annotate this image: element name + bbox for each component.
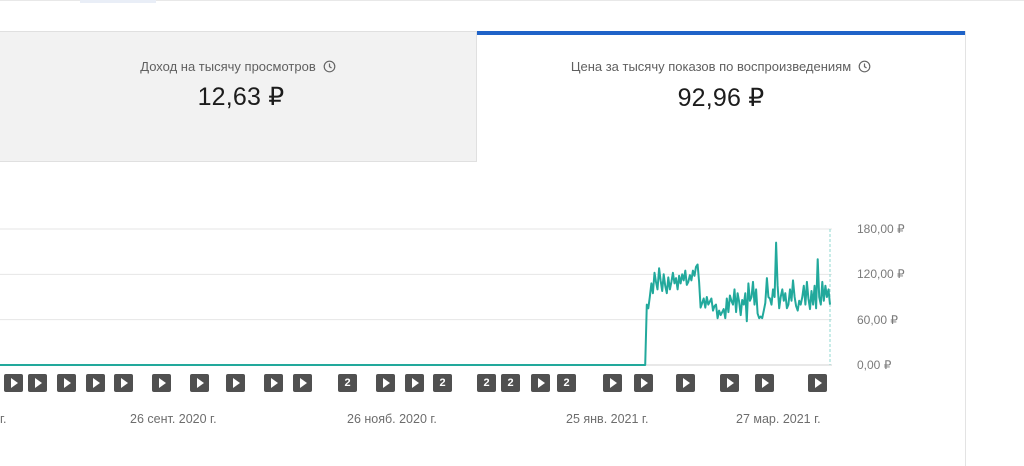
play-icon xyxy=(35,378,42,388)
clock-icon[interactable] xyxy=(323,60,336,73)
x-tick-label: 26 сент. 2020 г. xyxy=(130,412,217,426)
tab-playback-cpm[interactable]: Цена за тысячу показов по воспроизведени… xyxy=(477,31,965,162)
play-icon xyxy=(412,378,419,388)
play-icon xyxy=(641,378,648,388)
play-icon xyxy=(815,378,822,388)
video-marker[interactable] xyxy=(152,374,171,392)
video-marker[interactable] xyxy=(634,374,653,392)
clock-icon[interactable] xyxy=(858,60,871,73)
video-marker[interactable] xyxy=(114,374,133,392)
video-marker[interactable] xyxy=(603,374,622,392)
play-icon xyxy=(727,378,734,388)
play-icon xyxy=(159,378,166,388)
play-icon xyxy=(197,378,204,388)
play-icon xyxy=(11,378,18,388)
play-icon xyxy=(271,378,278,388)
play-icon xyxy=(762,378,769,388)
tab-cpm-value: 92,96 ₽ xyxy=(677,84,765,112)
tab-cpm-label-row: Цена за тысячу показов по воспроизведени… xyxy=(477,59,965,74)
play-icon xyxy=(93,378,100,388)
video-marker[interactable] xyxy=(57,374,76,392)
analytics-card xyxy=(0,31,966,466)
video-marker[interactable] xyxy=(293,374,312,392)
play-icon xyxy=(383,378,390,388)
video-marker[interactable] xyxy=(190,374,209,392)
video-marker[interactable] xyxy=(720,374,739,392)
play-icon xyxy=(233,378,240,388)
x-tick-label: 27 мар. 2021 г. xyxy=(736,412,821,426)
y-tick-label: 0,00 ₽ xyxy=(857,358,892,372)
video-marker[interactable] xyxy=(226,374,245,392)
video-marker[interactable] xyxy=(4,374,23,392)
series-line xyxy=(0,241,831,366)
x-tick-label: 26 нояб. 2020 г. xyxy=(347,412,437,426)
line-chart[interactable] xyxy=(0,200,860,372)
video-marker[interactable] xyxy=(28,374,47,392)
top-accent xyxy=(80,0,156,3)
x-tick-label: г. xyxy=(0,412,7,426)
video-marker[interactable] xyxy=(808,374,827,392)
play-icon xyxy=(538,378,545,388)
video-group-marker[interactable]: 2 xyxy=(501,374,520,392)
x-tick-label: 25 янв. 2021 г. xyxy=(566,412,649,426)
video-group-marker[interactable]: 2 xyxy=(338,374,357,392)
play-icon xyxy=(121,378,128,388)
video-marker[interactable] xyxy=(264,374,283,392)
tab-cpm-label: Цена за тысячу показов по воспроизведени… xyxy=(570,59,852,74)
tab-rpm-label-row: Доход на тысячу просмотров xyxy=(0,59,476,74)
video-group-marker[interactable]: 2 xyxy=(557,374,576,392)
video-group-marker[interactable]: 2 xyxy=(433,374,452,392)
tab-rpm[interactable]: Доход на тысячу просмотров 12,63 ₽ xyxy=(0,31,477,162)
top-border xyxy=(0,0,1024,1)
video-marker[interactable] xyxy=(676,374,695,392)
video-marker[interactable] xyxy=(86,374,105,392)
play-icon xyxy=(683,378,690,388)
video-marker[interactable] xyxy=(755,374,774,392)
y-tick-label: 180,00 ₽ xyxy=(857,222,905,236)
video-group-marker[interactable]: 2 xyxy=(477,374,496,392)
video-marker[interactable] xyxy=(531,374,550,392)
tab-rpm-label: Доход на тысячу просмотров xyxy=(140,59,316,74)
play-icon xyxy=(610,378,617,388)
video-marker[interactable] xyxy=(405,374,424,392)
play-icon xyxy=(300,378,307,388)
y-tick-label: 60,00 ₽ xyxy=(857,313,898,327)
video-marker[interactable] xyxy=(376,374,395,392)
tab-rpm-value: 12,63 ₽ xyxy=(197,83,285,111)
y-tick-label: 120,00 ₽ xyxy=(857,267,905,281)
play-icon xyxy=(64,378,71,388)
